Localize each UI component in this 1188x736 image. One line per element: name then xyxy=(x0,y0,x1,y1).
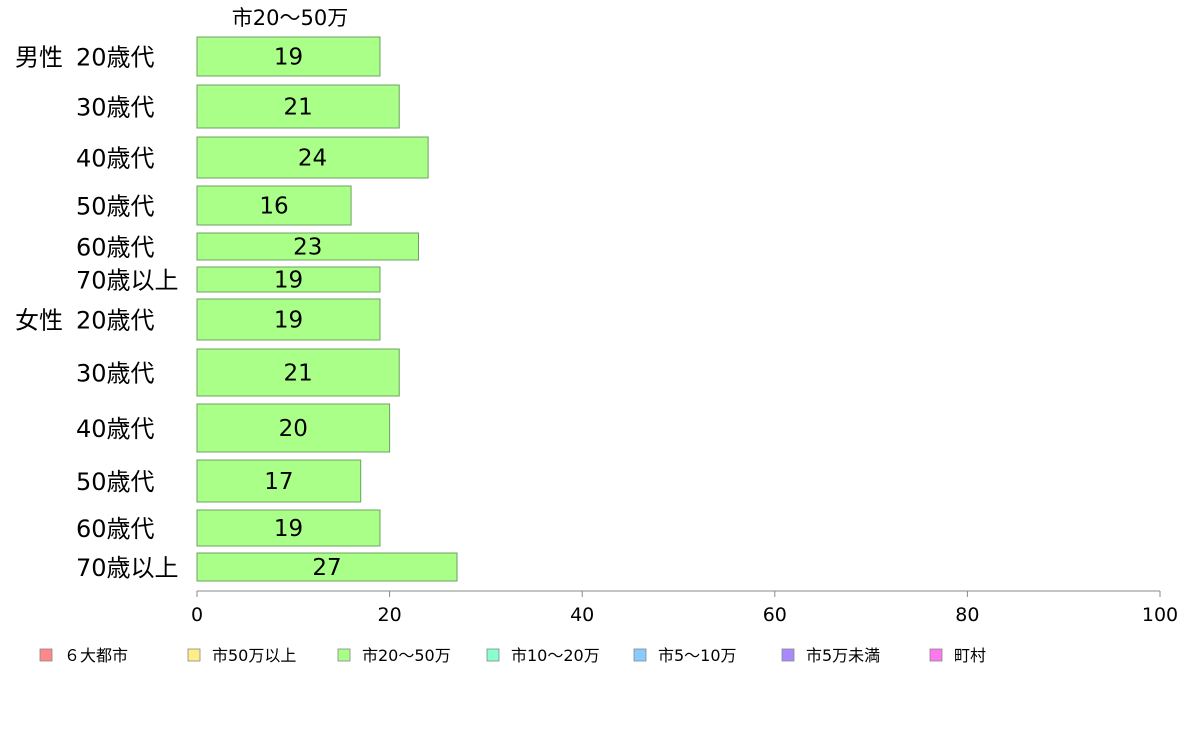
legend-swatch xyxy=(781,648,795,662)
chart-title: 市20〜50万 xyxy=(232,6,348,30)
category-label: 40歳代 xyxy=(76,145,155,173)
x-axis: 0 20 40 60 80 100 xyxy=(191,590,1178,626)
category-labels: 20歳代男性30歳代40歳代50歳代60歳代70歳以上20歳代女性30歳代40歳… xyxy=(15,44,179,583)
legend-entry: ６大都市 xyxy=(64,646,128,665)
category-label: 40歳代 xyxy=(76,415,155,443)
x-tick-label: 0 xyxy=(191,604,203,626)
legend-entry: 市20〜50万 xyxy=(362,646,451,665)
data-label: 19 xyxy=(274,268,303,294)
legend-entry: 市50万以上 xyxy=(212,646,296,665)
data-label: 27 xyxy=(312,555,341,581)
x-tick-label: 40 xyxy=(570,604,594,626)
category-label: 20歳代 xyxy=(76,44,155,72)
data-label: 23 xyxy=(293,235,322,261)
category-label: 30歳代 xyxy=(76,360,155,388)
data-label: 21 xyxy=(283,95,312,121)
data-label: 16 xyxy=(259,194,288,220)
data-label: 20 xyxy=(279,416,308,442)
bar-female-3 xyxy=(196,459,362,503)
category-label: 50歳代 xyxy=(76,193,155,221)
x-tick-label: 80 xyxy=(955,604,979,626)
bar-male-0 xyxy=(196,36,381,77)
category-label: 60歳代 xyxy=(76,515,155,543)
bar-male-2 xyxy=(196,136,429,179)
legend-entry: 市5万未満 xyxy=(806,646,880,665)
legend-swatch xyxy=(39,648,53,662)
legend-entry: 町村 xyxy=(954,646,986,665)
bar-female-2 xyxy=(196,403,391,453)
bar-female-5 xyxy=(196,552,458,582)
data-label: 19 xyxy=(274,516,303,542)
bar-female-0 xyxy=(196,298,381,341)
data-label: 24 xyxy=(298,146,327,172)
legend-swatch xyxy=(633,648,647,662)
bar-male-1 xyxy=(196,84,400,129)
bar-male-5 xyxy=(196,266,381,293)
bar-female-4 xyxy=(196,509,381,547)
category-label: 50歳代 xyxy=(76,468,155,496)
group-label: 男性 xyxy=(15,44,63,72)
bar-male-3 xyxy=(196,185,352,226)
legend-swatch xyxy=(337,648,351,662)
data-label: 21 xyxy=(283,361,312,387)
legend-entry: 市10〜20万 xyxy=(511,646,600,665)
x-tick-label: 100 xyxy=(1142,604,1178,626)
category-label: 70歳以上 xyxy=(76,554,179,582)
bar-male-4 xyxy=(196,232,419,261)
data-label: 19 xyxy=(274,308,303,334)
legend-swatch xyxy=(486,648,500,662)
legend-swatch xyxy=(187,648,201,662)
legend-swatch xyxy=(929,648,943,662)
category-label: 30歳代 xyxy=(76,94,155,122)
data-label: 19 xyxy=(274,45,303,71)
x-tick-label: 20 xyxy=(378,604,402,626)
legend: ６大都市 市50万以上 市20〜50万 市10〜20万 市5〜10万 市5万未満 町村 xyxy=(39,646,986,665)
group-label: 女性 xyxy=(15,307,63,335)
category-label: 70歳以上 xyxy=(76,267,179,295)
legend-entry: 市5〜10万 xyxy=(658,646,737,665)
x-tick-label: 60 xyxy=(763,604,787,626)
bar-female-1 xyxy=(196,348,400,397)
category-label: 60歳代 xyxy=(76,234,155,262)
data-label: 17 xyxy=(264,469,293,495)
category-label: 20歳代 xyxy=(76,307,155,335)
